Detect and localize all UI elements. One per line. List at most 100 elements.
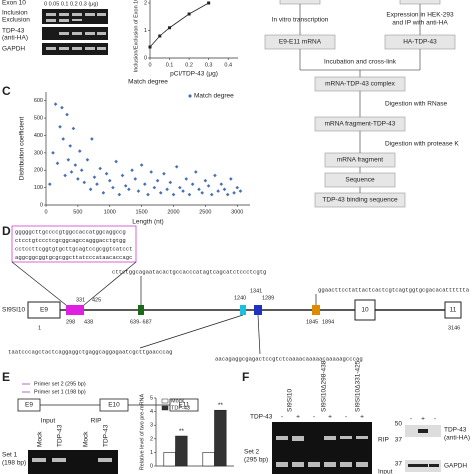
point — [133, 177, 138, 181]
y-tick-label: 400 — [34, 133, 43, 139]
region — [138, 305, 144, 315]
point — [168, 26, 172, 30]
x-tick-label: 1500 — [136, 209, 148, 215]
exon-label: E11 — [178, 402, 189, 409]
y-tick-label: 3 — [150, 423, 153, 429]
marker: 37 — [395, 461, 403, 468]
x-tick-label: 0.2 — [185, 62, 193, 68]
exon-label: E10 — [108, 402, 120, 409]
point — [63, 173, 67, 178]
point — [55, 161, 60, 166]
construct: SI9SI10 — [2, 307, 26, 314]
sign: - — [281, 414, 283, 421]
region — [240, 305, 246, 315]
point — [219, 182, 224, 186]
gel-label: (anti-HA) — [2, 35, 28, 42]
gel-label: TDP-43 — [2, 28, 25, 35]
flow-step: Expression in HEK-293 — [386, 12, 454, 19]
flow-step: In vitro transcription — [272, 17, 329, 24]
sequence: aacagaggcgagactccgtctcaaaacaaaaacaaaaagc… — [215, 355, 363, 362]
point — [51, 151, 55, 155]
point — [65, 112, 69, 117]
point — [146, 192, 150, 197]
sample-label: SI9SI10Δ331-425 — [355, 360, 362, 412]
position: 1240 — [234, 295, 246, 301]
lane-label: Mock — [37, 431, 44, 447]
point — [98, 166, 102, 171]
flow-step: mRNA-TDP-43 complex — [325, 81, 395, 88]
point — [130, 168, 134, 173]
point — [225, 192, 230, 197]
position: 298 — [66, 319, 75, 325]
point — [209, 192, 214, 197]
row-label: RIP — [378, 437, 389, 444]
position: 1289 — [262, 295, 274, 301]
y-axis-label: Distribution coefficient — [19, 117, 26, 181]
point — [68, 144, 73, 148]
x-tick-label: 0.3 — [205, 62, 213, 68]
y-tick-label: 0 — [144, 55, 147, 61]
legend-label: Mock — [171, 398, 184, 404]
point — [111, 185, 115, 190]
point — [181, 189, 185, 193]
position: 425 — [92, 297, 101, 303]
point — [143, 182, 147, 186]
position: 1341 — [250, 288, 262, 294]
sample-label: SI9SI10 — [287, 388, 294, 412]
point — [207, 1, 211, 5]
point — [58, 124, 62, 129]
position: 1894 — [322, 319, 334, 325]
sign: - — [410, 416, 412, 423]
sign: - — [313, 414, 315, 421]
exon-label: 11 — [450, 307, 457, 314]
point — [82, 180, 87, 185]
exon-label: 10 — [361, 307, 369, 314]
point — [171, 192, 176, 197]
point — [66, 158, 71, 162]
legend-label: Match degree — [194, 93, 234, 100]
legend-marker — [188, 94, 192, 98]
point — [61, 137, 66, 141]
point — [120, 173, 125, 178]
flow-step: and IP with anti-HA — [392, 20, 448, 27]
point — [194, 170, 198, 174]
point — [117, 192, 122, 197]
sequence: taatcccagctactcaggaggctgaggcaggagaatcgct… — [8, 348, 172, 355]
exon-label: E9 — [25, 402, 33, 409]
flow-arrows — [299, 4, 421, 193]
marker: 50 — [395, 421, 403, 428]
panel-label: F — [242, 370, 249, 384]
point — [187, 192, 192, 197]
point — [104, 171, 109, 176]
x-axis-label: pCI/TDP-43 (μg) — [170, 71, 218, 78]
point — [107, 178, 112, 183]
x-tick-label: 0 — [148, 62, 151, 68]
point — [162, 171, 166, 176]
point — [200, 191, 204, 195]
lane-label: TDP-43 — [57, 424, 64, 447]
point — [71, 126, 76, 131]
set-label: (295 bp) — [244, 457, 268, 464]
exon — [444, 301, 462, 319]
point — [76, 177, 80, 181]
sequence: aggcggcggtgcgcggcttatcccataacaccagc — [15, 254, 133, 261]
y-tick-label: 0 — [150, 463, 153, 469]
point — [197, 187, 201, 192]
point — [149, 170, 153, 174]
group: Input — [41, 418, 56, 425]
flow-step: Sequence — [345, 177, 375, 184]
flow-step: Incubation and cross-link — [324, 59, 397, 66]
point — [69, 170, 74, 174]
y-tick-label: 100 — [34, 185, 43, 191]
position: 1 — [38, 325, 41, 331]
point — [155, 178, 160, 183]
exon-label: E9 — [40, 307, 48, 314]
y-tick-label: 300 — [34, 150, 43, 156]
region — [66, 305, 84, 315]
x-tick-label: 3000 — [231, 209, 243, 215]
sequence: gggggcttgccccgtggccaccatggcaggccg — [15, 228, 126, 235]
y-tick-label: 5 — [150, 395, 153, 401]
point — [229, 177, 233, 181]
y-axis-label: Inclusion/Exclusion of Exon 10 — [133, 0, 139, 72]
y-tick-label: 500 — [34, 116, 43, 122]
